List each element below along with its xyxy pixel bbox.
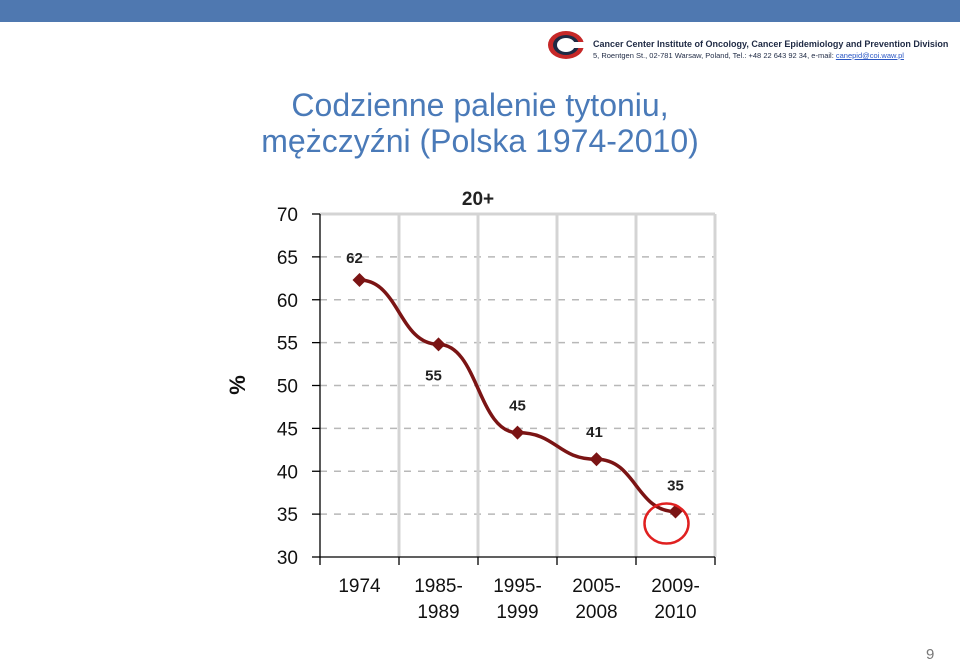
header-address-text: 5, Roentgen St., 02-781 Warsaw, Poland, … — [593, 51, 836, 60]
x-tick-label: 1995- — [493, 576, 542, 597]
top-bar — [0, 0, 960, 22]
header-address: 5, Roentgen St., 02-781 Warsaw, Poland, … — [593, 50, 953, 62]
header-email-link[interactable]: canepid@coi.waw.pl — [835, 51, 904, 60]
y-tick-label: 45 — [277, 419, 298, 440]
y-axis-label: % — [225, 375, 250, 395]
y-tick-label: 40 — [277, 462, 298, 483]
header-text: Cancer Center Institute of Oncology, Can… — [593, 38, 953, 62]
slide-title: Codzienne palenie tytoniu, mężczyźni (Po… — [180, 87, 780, 159]
y-tick-label: 65 — [277, 248, 298, 269]
title-line-1: Codzienne palenie tytoniu, — [291, 87, 669, 123]
data-label: 41 — [586, 424, 603, 441]
x-tick-label: 2008 — [575, 602, 617, 623]
title-line-2: mężczyźni (Polska 1974-2010) — [261, 123, 699, 159]
x-tick-label: 2010 — [654, 602, 696, 623]
data-point — [510, 425, 525, 440]
data-label: 55 — [425, 367, 442, 384]
y-tick-label: 35 — [277, 505, 298, 526]
y-tick-label: 70 — [277, 205, 298, 226]
data-label: 45 — [509, 398, 526, 415]
data-point — [352, 273, 367, 288]
y-tick-label: 30 — [277, 548, 298, 569]
y-tick-label: 55 — [277, 334, 298, 355]
y-tick-label: 60 — [277, 291, 298, 312]
x-tick-label: 2009- — [651, 576, 700, 597]
data-point — [431, 337, 446, 352]
highlight-circle — [643, 502, 690, 545]
data-label: 62 — [346, 250, 363, 267]
series-line — [359, 278, 676, 514]
x-tick-label: 2005- — [572, 576, 621, 597]
data-point — [589, 452, 604, 467]
x-tick-label: 1999 — [496, 602, 538, 623]
page-number: 9 — [926, 646, 935, 663]
x-tick-label: 1985- — [414, 576, 463, 597]
header-institution: Cancer Center Institute of Oncology, Can… — [593, 39, 949, 49]
cancer-center-logo-icon — [548, 31, 585, 59]
y-tick-label: 50 — [277, 377, 298, 398]
chart-subtitle: 20+ — [462, 189, 494, 210]
x-tick-label: 1989 — [417, 602, 459, 623]
x-tick-label: 1974 — [338, 576, 381, 597]
data-label: 35 — [667, 478, 684, 495]
